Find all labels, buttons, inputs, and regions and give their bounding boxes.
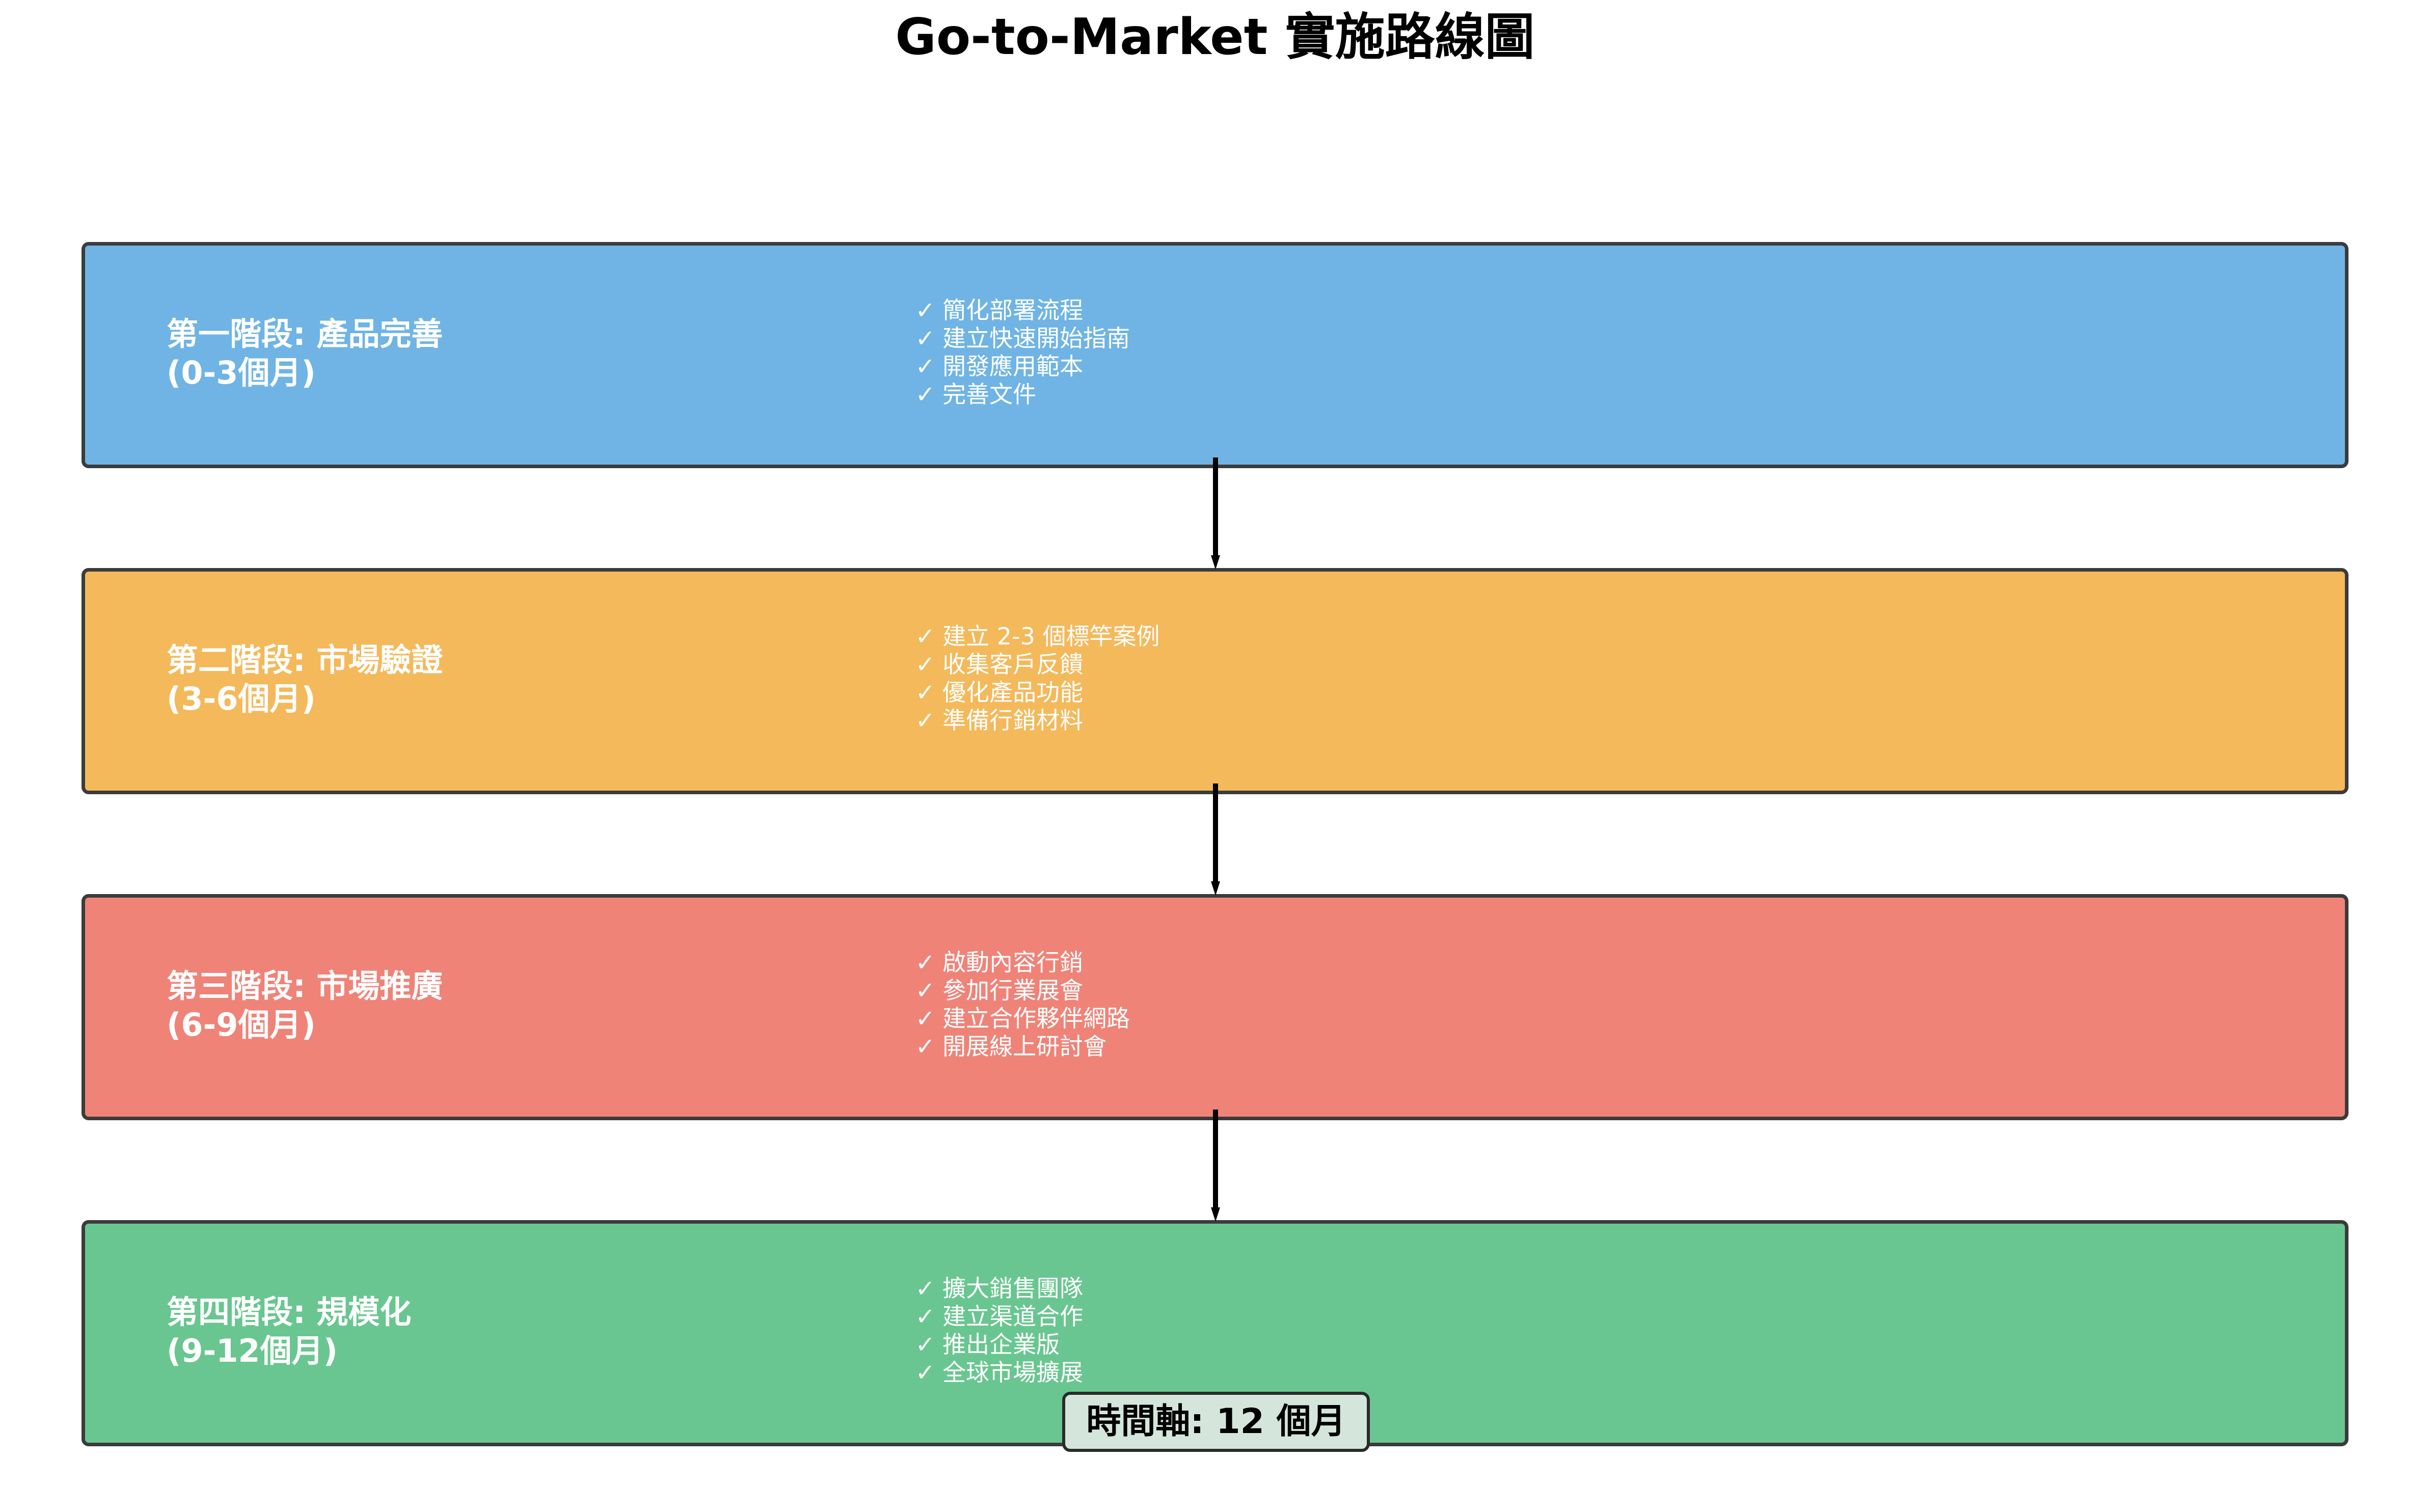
- task-item: ✓ 推出企業版: [915, 1331, 1060, 1358]
- phase-title: 第二階段: 市場驗證: [167, 641, 443, 679]
- phase-title: 第三階段: 市場推廣: [167, 967, 443, 1005]
- phase-period: (9-12個月): [167, 1332, 338, 1369]
- phase-task-list-4: ✓ 擴大銷售團隊 ✓ 建立渠道合作 ✓ 推出企業版 ✓ 全球市場擴展: [915, 1275, 1083, 1387]
- arrow-down-icon: [1211, 1110, 1220, 1222]
- task-item: ✓ 建立快速開始指南: [915, 325, 1130, 352]
- task-item: ✓ 收集客戶反饋: [915, 651, 1084, 678]
- task-item: ✓ 啟動內容行銷: [915, 949, 1084, 976]
- phase-box-1: 第一階段: 產品完善 (0-3個月) ✓ 簡化部署流程 ✓ 建立快速開始指南 ✓…: [82, 242, 2348, 468]
- phase-box-2: 第二階段: 市場驗證 (3-6個月) ✓ 建立 2-3 個標竿案例 ✓ 收集客戶…: [82, 568, 2348, 794]
- phase-task-list-3: ✓ 啟動內容行銷 ✓ 參加行業展會 ✓ 建立合作夥伴網路 ✓ 開展線上研討會: [915, 949, 1130, 1061]
- task-item: ✓ 簡化部署流程: [915, 296, 1084, 324]
- arrow-down-icon: [1211, 457, 1220, 570]
- phase-task-list-2: ✓ 建立 2-3 個標竿案例 ✓ 收集客戶反饋 ✓ 優化產品功能 ✓ 準備行銷材…: [915, 623, 1160, 735]
- phase-box-3: 第三階段: 市場推廣 (6-9個月) ✓ 啟動內容行銷 ✓ 參加行業展會 ✓ 建…: [82, 894, 2348, 1120]
- arrow-down-icon: [1211, 784, 1220, 896]
- task-item: ✓ 建立合作夥伴網路: [915, 1005, 1130, 1032]
- task-item: ✓ 全球市場擴展: [915, 1359, 1084, 1386]
- phase-name-3: 第三階段: 市場推廣 (6-9個月): [167, 967, 443, 1044]
- task-item: ✓ 擴大銷售團隊: [915, 1275, 1084, 1302]
- task-item: ✓ 參加行業展會: [915, 977, 1084, 1004]
- phase-task-list-1: ✓ 簡化部署流程 ✓ 建立快速開始指南 ✓ 開發應用範本 ✓ 完善文件: [915, 296, 1130, 409]
- task-item: ✓ 完善文件: [915, 381, 1037, 408]
- task-item: ✓ 建立 2-3 個標竿案例: [915, 623, 1160, 650]
- phase-period: (0-3個月): [167, 354, 316, 391]
- task-item: ✓ 建立渠道合作: [915, 1303, 1084, 1330]
- phase-period: (3-6個月): [167, 680, 316, 717]
- phase-name-4: 第四階段: 規模化 (9-12個月): [167, 1293, 411, 1370]
- task-item: ✓ 開發應用範本: [915, 353, 1084, 380]
- timeline-badge: 時間軸: 12 個月: [1062, 1392, 1370, 1452]
- phase-period: (6-9個月): [167, 1006, 316, 1043]
- diagram-title: Go-to-Market 實施路線圖: [895, 8, 1535, 66]
- phase-title: 第一階段: 產品完善: [167, 315, 443, 353]
- task-item: ✓ 準備行銷材料: [915, 707, 1084, 734]
- phase-name-1: 第一階段: 產品完善 (0-3個月): [167, 315, 443, 392]
- phase-title: 第四階段: 規模化: [167, 1293, 412, 1331]
- task-item: ✓ 優化產品功能: [915, 679, 1084, 706]
- task-item: ✓ 開展線上研討會: [915, 1033, 1107, 1060]
- phase-name-2: 第二階段: 市場驗證 (3-6個月): [167, 641, 443, 718]
